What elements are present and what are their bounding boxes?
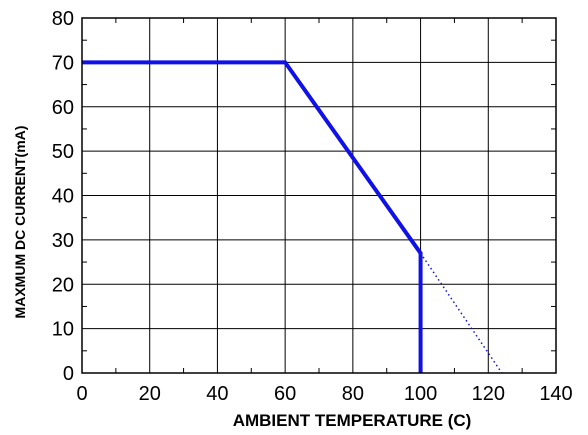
y-tick-label: 30 — [52, 230, 74, 252]
x-tick-label: 80 — [342, 383, 364, 405]
minor-ticks — [82, 18, 556, 373]
y-tick-labels: 0 10 20 30 40 50 60 70 80 — [52, 8, 74, 385]
x-axis-label: AMBIENT TEMPERATURE (C) — [233, 411, 472, 430]
x-tick-label: 40 — [206, 383, 228, 405]
y-tick-label: 0 — [63, 363, 74, 385]
y-tick-label: 60 — [52, 97, 74, 119]
y-tick-label: 20 — [52, 274, 74, 296]
y-tick-label: 50 — [52, 141, 74, 163]
x-tick-label: 120 — [472, 383, 505, 405]
x-tick-label: 140 — [539, 383, 572, 405]
x-tick-label: 100 — [404, 383, 437, 405]
derating-curve — [82, 60, 423, 373]
x-tick-label: 60 — [274, 383, 296, 405]
y-tick-label: 10 — [52, 319, 74, 341]
plot-frame — [81, 17, 557, 374]
x-tick-label: 0 — [76, 383, 87, 405]
x-tick-labels: 0 20 40 60 80 100 120 140 — [76, 383, 572, 405]
series-layer — [82, 60, 503, 374]
y-axis-label: MAXMUM DC CURRENT(mA) — [12, 126, 28, 319]
extrapolation-line — [419, 252, 503, 374]
x-tick-label: 20 — [139, 383, 161, 405]
y-tick-label: 70 — [52, 52, 74, 74]
grid-lines — [82, 18, 556, 373]
y-tick-label: 40 — [52, 186, 74, 208]
y-tick-label: 80 — [52, 8, 74, 30]
